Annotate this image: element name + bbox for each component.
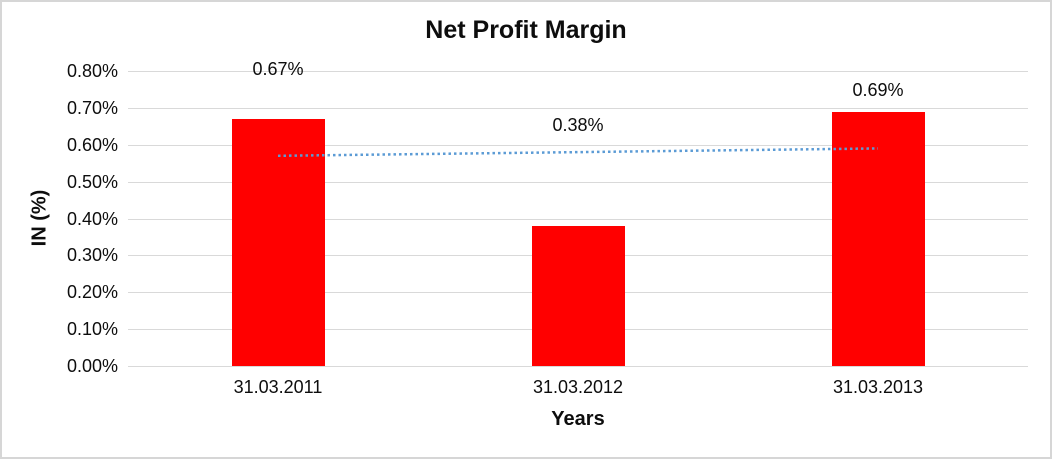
y-tick-label: 0.00% (66, 356, 118, 376)
x-tick-label: 31.03.2013 (832, 377, 924, 397)
gridline (128, 181, 1028, 183)
gridline (128, 107, 1028, 109)
data-label: 0.67% (252, 59, 304, 80)
y-tick-label: 0.50% (66, 171, 118, 192)
y-tick-label: 0.20% (66, 282, 118, 303)
x-tick-label: 31.03.2011 (233, 377, 323, 397)
bar (831, 111, 925, 366)
gridline (128, 71, 1028, 72)
y-tick-label: 0.80% (66, 61, 118, 81)
y-tick-label: 0.70% (66, 97, 118, 118)
gridline (128, 144, 1028, 146)
data-label: 0.69% (852, 79, 904, 100)
y-tick-label: 0.10% (66, 319, 118, 340)
gridline (128, 366, 1028, 367)
y-tick-label: 0.40% (66, 208, 118, 229)
gridline (128, 218, 1028, 220)
bar (531, 225, 625, 366)
y-tick-label: 0.30% (66, 245, 118, 266)
data-label: 0.38% (552, 114, 604, 135)
x-axis-title: Years (551, 408, 605, 430)
x-tick-label: 31.03.2012 (532, 377, 624, 397)
bar (231, 118, 325, 366)
chart-title: Net Profit Margin (425, 16, 627, 44)
y-tick-label: 0.60% (66, 134, 118, 155)
